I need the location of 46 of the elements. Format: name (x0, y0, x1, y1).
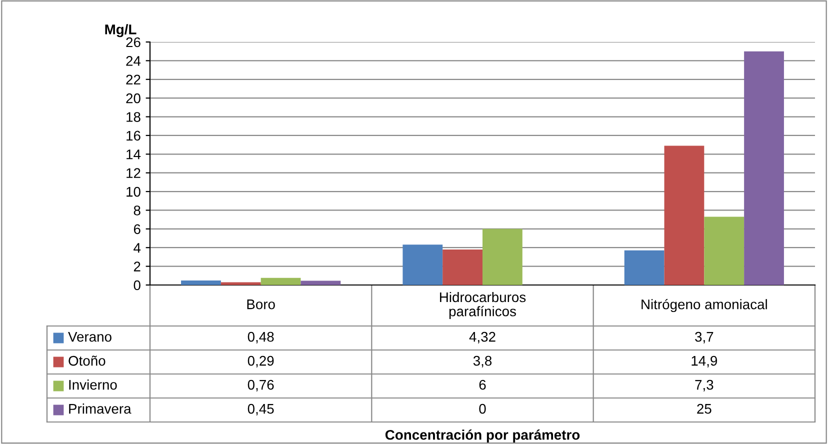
x-tick-label: Hidrocarburos parafínicos (440, 292, 526, 320)
data-label: 0 (479, 404, 486, 414)
bar (624, 250, 664, 285)
text: Concentración por parámetro (385, 429, 580, 443)
data-label: 0,45 (248, 404, 274, 416)
y-tick-label: 10 (126, 186, 140, 197)
y-tick-label: 12 (126, 168, 140, 178)
y-axis-title: Mg/L (105, 24, 136, 38)
y-tick-label: 0 (134, 280, 140, 290)
x-tick-label: Nitrógeno amoniacal (642, 298, 767, 312)
legend-label: Primavera (69, 404, 132, 414)
bar (482, 228, 522, 285)
bar (704, 216, 744, 285)
data-label: 0,48 (248, 332, 274, 344)
y-tick-label: 8 (134, 206, 140, 216)
y-tick-label: 2 (134, 262, 140, 272)
bar (220, 282, 261, 285)
data-label: 3,7 (695, 332, 714, 344)
data-label: 6 (479, 380, 486, 390)
data-label: 4,32 (469, 332, 496, 344)
x-tick-label: Boro (247, 300, 275, 310)
y-tick-label: 4 (134, 243, 141, 253)
y-tick-label: 16 (126, 130, 140, 141)
bar (744, 51, 784, 285)
y-tick-label: 6 (134, 224, 140, 234)
y-tick-label: 22 (126, 74, 140, 84)
bar (442, 249, 482, 285)
bar (300, 280, 341, 285)
y-tick-label: 18 (126, 112, 140, 122)
legend-label: Invierno (69, 380, 117, 390)
y-tick-label: 14 (126, 150, 141, 160)
bar (664, 146, 704, 285)
data-label: 0,29 (248, 356, 274, 368)
bar (181, 280, 221, 285)
legend-label: Otoño (68, 356, 106, 366)
data-label: 0,76 (248, 380, 274, 392)
data-label: 3,8 (473, 356, 492, 368)
bar (260, 278, 301, 285)
y-tick-label: 20 (126, 93, 140, 104)
y-tick-label: 24 (126, 56, 141, 66)
bar (402, 244, 443, 285)
data-label: 25 (697, 404, 712, 414)
y-tick-label: 26 (126, 37, 140, 48)
legend-label: Verano (68, 332, 112, 342)
data-label: 14,9 (692, 356, 718, 368)
data-label: 7,3 (695, 380, 714, 392)
